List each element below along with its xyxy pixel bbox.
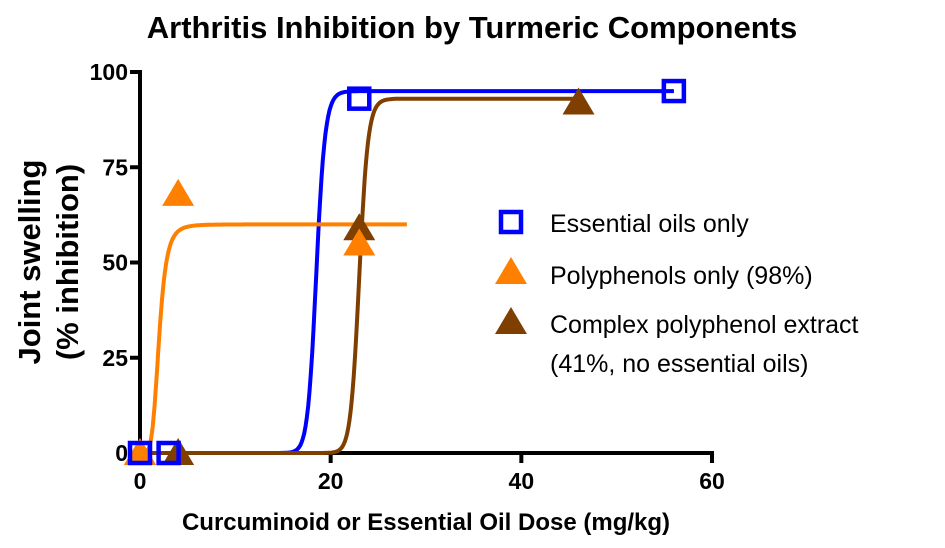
legend-label-complex-line1: Complex polyphenol extract — [550, 311, 859, 339]
x-axis-label: Curcuminoid or Essential Oil Dose (mg/kg… — [182, 509, 670, 536]
fit-curve-1 — [140, 222, 407, 455]
y-axis-label-line2: (% inhibition) — [50, 164, 85, 360]
y-tick-label: 25 — [102, 345, 128, 371]
data-point-triangle — [343, 213, 376, 241]
data-point-triangle — [562, 87, 595, 115]
data-point-square — [347, 86, 372, 111]
y-tick-label: 50 — [102, 250, 128, 276]
data-point-square — [661, 78, 687, 104]
y-tick-label: 100 — [90, 59, 128, 85]
y-tick-label: 0 — [115, 440, 128, 466]
legend: Essential oils only Polyphenols only (98… — [495, 209, 859, 378]
legend-label-essential-oils: Essential oils only — [550, 210, 749, 238]
x-tick-label: 60 — [699, 468, 725, 494]
data-point-triangle — [343, 228, 376, 256]
legend-marker-triangle — [495, 257, 527, 284]
data-point-square — [127, 440, 153, 466]
x-tick-label: 20 — [318, 468, 344, 494]
legend-label-complex-line2: (41%, no essential oils) — [550, 350, 808, 378]
data-point-triangle — [162, 178, 195, 206]
data-points — [124, 78, 687, 466]
legend-label-polyphenols: Polyphenols only (98%) — [550, 262, 813, 290]
x-tick-label: 0 — [134, 468, 147, 494]
data-point-square — [156, 440, 181, 466]
y-axis-label-line1: Joint swelling — [12, 160, 47, 365]
legend-marker-square — [498, 209, 524, 235]
x-tick-label: 40 — [509, 468, 535, 494]
fit-curve-2 — [140, 96, 579, 455]
legend-marker-triangle — [495, 307, 527, 334]
chart-title: Arthritis Inhibition by Turmeric Compone… — [147, 10, 797, 45]
y-tick-label: 75 — [102, 154, 128, 180]
